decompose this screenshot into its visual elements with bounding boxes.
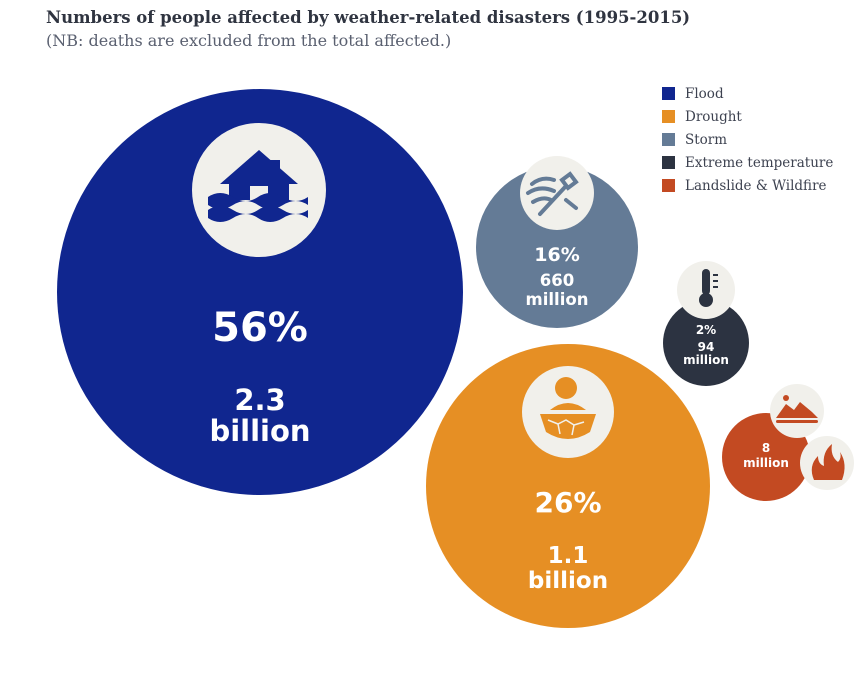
landslide-wildfire-value-line1: 8: [762, 441, 770, 455]
legend-swatch-drought: [662, 110, 675, 123]
storm-percent-label: 16%: [534, 244, 579, 266]
legend-label-extreme-temperature: Extreme temperature: [685, 154, 834, 171]
bubble-flood: [57, 89, 463, 495]
wildfire-icon: [811, 444, 845, 480]
legend-label-landslide-wildfire: Landslide & Wildfire: [685, 177, 827, 194]
legend-label-drought: Drought: [685, 108, 742, 125]
bubble-group-storm: 16% 660 million: [476, 156, 638, 328]
storm-value-line1: 660: [540, 271, 574, 290]
bubble-storm: [476, 166, 638, 328]
landslide-wildfire-value-line2: million: [743, 456, 789, 470]
extreme-temperature-percent-label: 2%: [696, 323, 716, 337]
legend-swatch-flood: [662, 87, 675, 100]
chart-title: Numbers of people affected by weather-re…: [46, 8, 691, 27]
drought-percent-label: 26%: [534, 486, 601, 519]
legend-label-storm: Storm: [685, 131, 728, 148]
drought-icon-badge: [522, 366, 614, 458]
storm-value-line2: million: [526, 290, 589, 309]
legend-swatch-extreme-temperature: [662, 156, 675, 169]
bubble-group-landslide-wildfire: 8 million: [722, 384, 854, 501]
drought-sun-cracked-earth-icon: [540, 377, 596, 439]
bubble-extreme-temperature: [663, 300, 749, 386]
legend: Flood Drought Storm Extreme temperature …: [662, 82, 833, 197]
bubble-group-extreme-temperature: 2% 94 million: [663, 261, 749, 386]
extreme-temperature-value-line2: million: [683, 353, 729, 367]
bubble-drought: [426, 344, 710, 628]
drought-value-line2: billion: [528, 568, 608, 594]
storm-wind-tree-icon: [526, 171, 579, 216]
flood-value-line1: 2.3: [234, 383, 285, 417]
legend-item-drought: Drought: [662, 105, 833, 128]
bubble-group-drought: 26% 1.1 billion: [426, 344, 710, 628]
chart-subtitle: (NB: deaths are excluded from the total …: [46, 31, 452, 50]
drought-icon-cracks: [547, 419, 585, 436]
flood-icon-badge: [192, 123, 326, 257]
landslide-icon: [776, 395, 818, 423]
legend-label-flood: Flood: [685, 85, 724, 102]
thermometer-icon: [699, 269, 718, 307]
flooded-house-icon: [208, 150, 308, 222]
legend-swatch-landslide-wildfire: [662, 179, 675, 192]
legend-item-extreme-temperature: Extreme temperature: [662, 151, 833, 174]
legend-item-landslide-wildfire: Landslide & Wildfire: [662, 174, 833, 197]
extreme-temperature-value-line1: 94: [698, 340, 715, 354]
bubble-group-flood: 56% 2.3 billion: [57, 89, 463, 495]
legend-item-storm: Storm: [662, 128, 833, 151]
legend-item-flood: Flood: [662, 82, 833, 105]
legend-swatch-storm: [662, 133, 675, 146]
flood-value-line2: billion: [209, 414, 310, 448]
drought-value-line1: 1.1: [548, 543, 589, 569]
flood-percent-label: 56%: [212, 305, 308, 351]
